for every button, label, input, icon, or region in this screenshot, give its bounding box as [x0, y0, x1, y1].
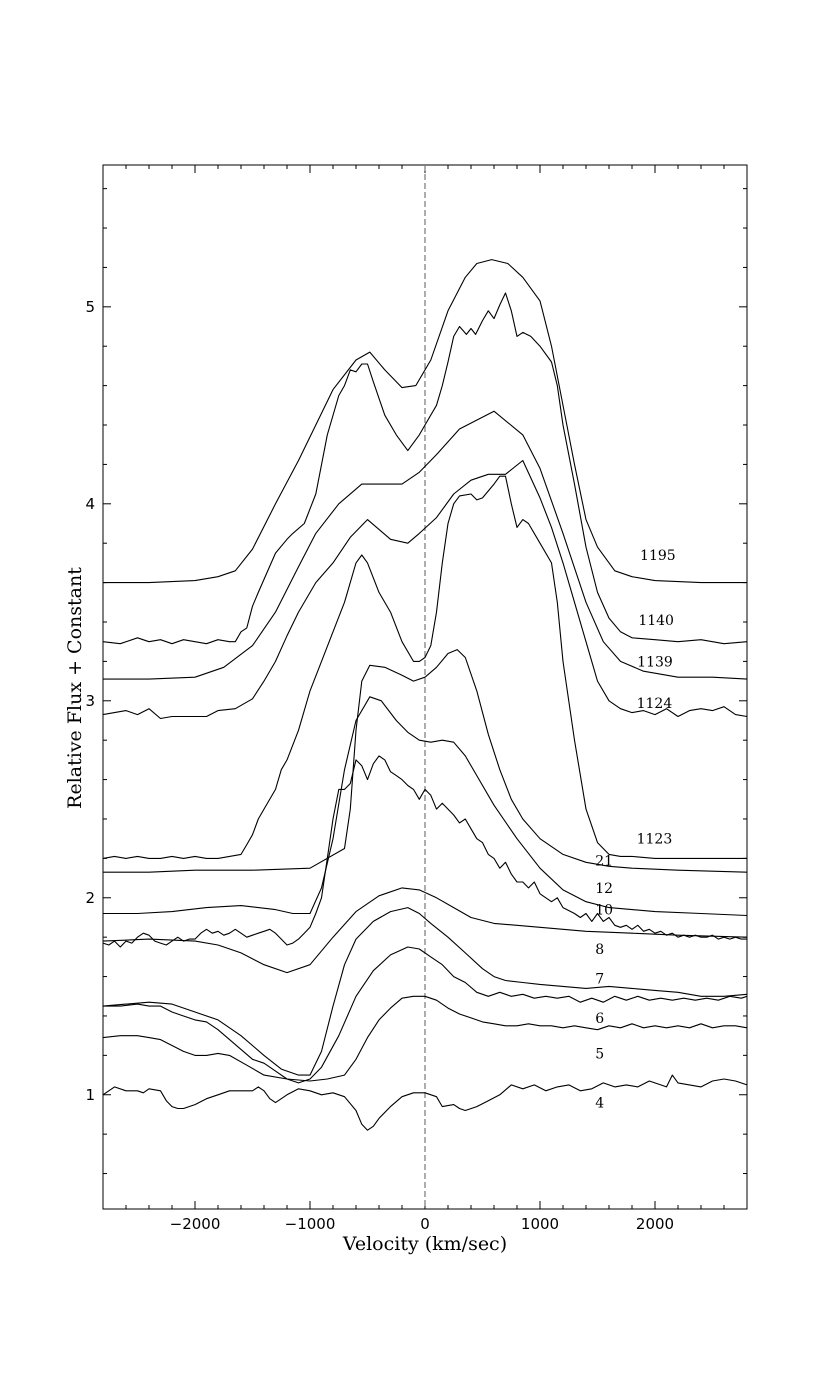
- series-label-1123: 1123: [637, 832, 673, 848]
- x-tick-label: −1000: [285, 1215, 336, 1233]
- series-line-12: [103, 696, 748, 917]
- series-line-7: [102, 907, 748, 1076]
- y-tick-label: 4: [85, 495, 95, 513]
- series-label-4: 4: [595, 1096, 604, 1112]
- series-line-1123: [102, 475, 747, 859]
- x-tick-label: 2000: [636, 1215, 674, 1233]
- series-line-1140: [102, 292, 748, 645]
- series-label-7: 7: [595, 972, 604, 988]
- series-line-8: [102, 887, 748, 974]
- series-label-1139: 1139: [637, 654, 673, 670]
- series-label-6: 6: [595, 1011, 604, 1027]
- y-tick-label: 5: [85, 298, 95, 316]
- spectra-series: [102, 259, 748, 1131]
- x-axis-title: Velocity (km/sec): [342, 1233, 507, 1255]
- y-tick-label: 3: [85, 692, 95, 710]
- y-axis-title: Relative Flux + Constant: [64, 567, 86, 809]
- series-line-1195: [103, 259, 747, 584]
- series-line-1139: [103, 410, 748, 680]
- y-tick-label: 2: [85, 889, 95, 907]
- series-line-10: [102, 755, 747, 948]
- series-label-21: 21: [595, 853, 613, 869]
- series-line-5: [102, 995, 748, 1082]
- series-label-1124: 1124: [637, 696, 673, 712]
- series-label-10: 10: [595, 903, 613, 919]
- x-tick-label: 0: [420, 1215, 430, 1233]
- x-tick-label: −2000: [170, 1215, 221, 1233]
- series-label-1140: 1140: [638, 613, 674, 629]
- series-label-1195: 1195: [640, 548, 676, 564]
- series-label-12: 12: [595, 881, 613, 897]
- series-line-6: [103, 946, 748, 1084]
- y-tick-label: 1: [85, 1086, 95, 1104]
- series-line-1124: [102, 459, 748, 720]
- x-tick-label: 1000: [521, 1215, 559, 1233]
- series-label-5: 5: [595, 1046, 604, 1062]
- series-line-4: [102, 1074, 748, 1131]
- series-line-21: [103, 649, 748, 873]
- series-labels: 1195 1140 1139 1124 1123 21 12 10 8 7 6 5 4: [595, 548, 675, 1112]
- series-label-8: 8: [595, 942, 604, 958]
